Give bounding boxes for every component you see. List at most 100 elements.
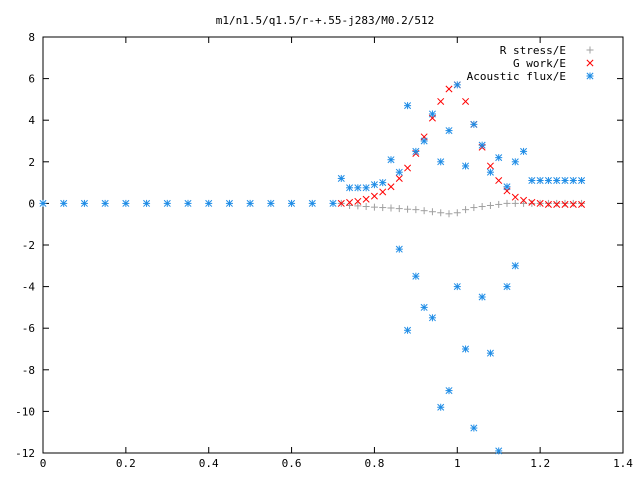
x-axis: 0 0.2 0.4 0.6 0.8 1 1.2 1.4 xyxy=(40,37,633,470)
data-point xyxy=(453,81,461,89)
data-point xyxy=(495,177,503,185)
data-point xyxy=(122,199,130,207)
data-point xyxy=(520,196,528,204)
data-point xyxy=(184,199,192,207)
data-point xyxy=(470,204,478,212)
data-point xyxy=(404,205,412,213)
data-point xyxy=(379,204,387,212)
data-point xyxy=(503,283,511,291)
data-point xyxy=(337,199,345,207)
data-point xyxy=(511,262,519,270)
data-point xyxy=(544,177,552,185)
data-point xyxy=(495,200,503,208)
data-point xyxy=(437,209,445,217)
data-point xyxy=(346,201,354,209)
y-tick-label: -2 xyxy=(22,239,35,252)
data-point xyxy=(354,184,362,192)
x-tick-label: 0.2 xyxy=(116,457,136,470)
data-point xyxy=(553,199,561,207)
data-point xyxy=(553,200,561,208)
series-acoustic-flux-e xyxy=(39,81,586,455)
data-point xyxy=(420,207,428,215)
data-point xyxy=(544,199,552,207)
data-point xyxy=(478,141,486,149)
data-point xyxy=(578,200,586,208)
data-point xyxy=(445,85,453,93)
data-point xyxy=(379,179,387,187)
data-point xyxy=(404,102,412,110)
y-tick-label: -10 xyxy=(15,405,35,418)
data-point xyxy=(395,168,403,176)
data-point xyxy=(453,283,461,291)
data-point xyxy=(528,199,536,207)
data-point xyxy=(362,195,370,203)
data-point xyxy=(267,199,275,207)
data-point xyxy=(470,424,478,432)
data-point xyxy=(462,206,470,214)
data-point xyxy=(511,158,519,166)
data-point xyxy=(370,203,378,211)
data-point xyxy=(536,199,544,207)
data-point xyxy=(437,158,445,166)
data-point xyxy=(569,199,577,207)
data-point xyxy=(420,303,428,311)
data-point xyxy=(495,154,503,162)
data-point xyxy=(495,447,503,455)
legend-label: G work/E xyxy=(513,57,566,70)
data-point xyxy=(205,199,213,207)
data-point xyxy=(412,206,420,214)
data-point xyxy=(370,192,378,200)
chart-title: m1/n1.5/q1.5/r-+.55-j283/M0.2/512 xyxy=(216,14,435,27)
data-point xyxy=(520,147,528,155)
plot-area: 0 0.2 0.4 0.6 0.8 1 1.2 1.4 -12 -10 -8 -6 -4 -2 0 2 4 6 8 xyxy=(15,31,633,470)
data-point xyxy=(225,199,233,207)
y-tick-label: -4 xyxy=(22,281,36,294)
data-point xyxy=(569,177,577,185)
series-layer xyxy=(39,81,586,455)
data-point xyxy=(60,199,68,207)
data-point xyxy=(528,177,536,185)
x-tick-label: 1.4 xyxy=(613,457,633,470)
data-point xyxy=(404,326,412,334)
data-point xyxy=(404,164,412,172)
data-point xyxy=(462,162,470,170)
data-point xyxy=(503,183,511,191)
data-point xyxy=(395,205,403,213)
data-point xyxy=(80,199,88,207)
data-point xyxy=(246,199,254,207)
x-tick-label: 1 xyxy=(454,457,461,470)
data-point xyxy=(420,137,428,145)
data-point xyxy=(486,162,494,170)
data-point xyxy=(561,200,569,208)
legend-marker xyxy=(586,72,594,80)
data-point xyxy=(561,177,569,185)
legend-marker xyxy=(586,59,594,67)
data-point xyxy=(354,202,362,210)
data-point xyxy=(503,199,511,207)
data-point xyxy=(412,272,420,280)
data-point xyxy=(337,174,345,182)
y-tick-label: -8 xyxy=(22,364,35,377)
data-point xyxy=(387,204,395,212)
data-point xyxy=(544,200,552,208)
data-point xyxy=(453,209,461,217)
y-axis: -12 -10 -8 -6 -4 -2 0 2 4 6 8 xyxy=(15,31,623,460)
data-point xyxy=(39,199,47,207)
data-point xyxy=(511,199,519,207)
data-point xyxy=(462,345,470,353)
data-point xyxy=(370,181,378,189)
data-point xyxy=(428,314,436,322)
data-point xyxy=(445,210,453,218)
legend-marker xyxy=(586,46,594,54)
data-point xyxy=(428,110,436,118)
data-point xyxy=(143,199,151,207)
data-point xyxy=(578,199,586,207)
data-point xyxy=(379,188,387,196)
data-point xyxy=(553,177,561,185)
data-point xyxy=(354,197,362,205)
y-tick-label: 2 xyxy=(28,156,35,169)
data-point xyxy=(470,120,478,128)
data-point xyxy=(486,201,494,209)
